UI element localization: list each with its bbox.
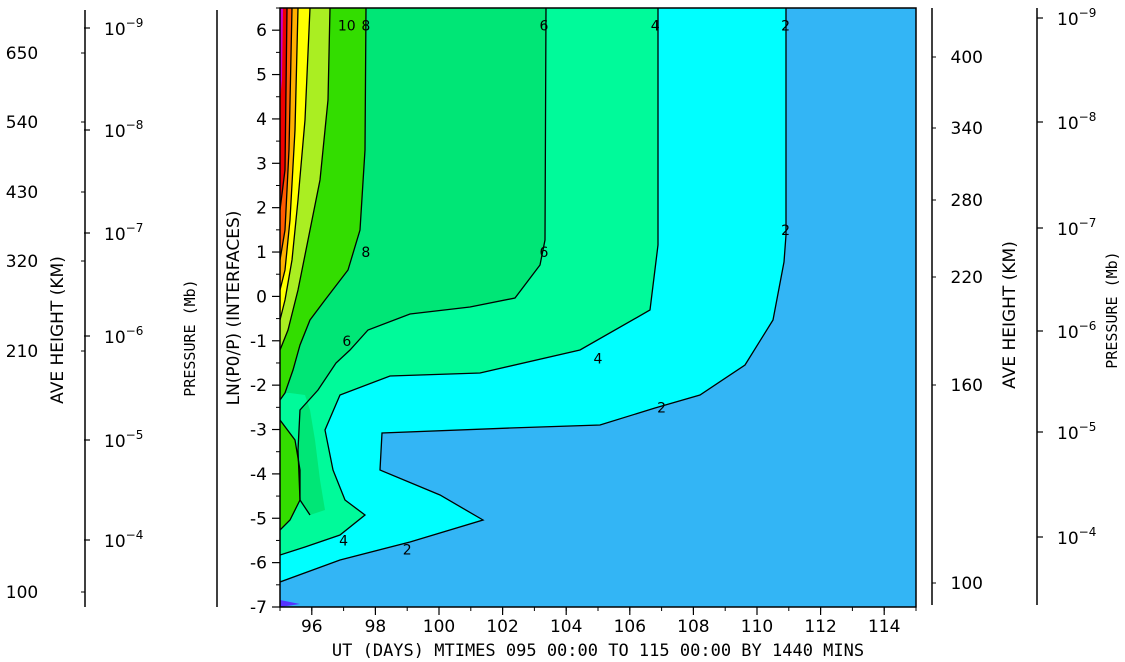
pressure-tick-label: 10−4 (1057, 525, 1096, 549)
contour-label: 8 (361, 245, 370, 261)
pressure-tick-label: 10−4 (104, 528, 143, 552)
x-tick-label: 96 (301, 617, 323, 637)
contour-label: 8 (361, 19, 370, 35)
y-tick-label: -7 (250, 598, 267, 618)
x-axis-title: UT (DAYS) MTIMES 095 00:00 TO 115 00:00 … (332, 641, 864, 661)
contour-label: 2 (781, 19, 790, 35)
pressure-tick-label: 10−6 (104, 324, 143, 348)
height-tick-label: 160 (951, 376, 983, 396)
pressure-tick-label: 10−8 (104, 118, 143, 142)
y-tick-label: 1 (256, 243, 267, 263)
contour-label: 6 (342, 334, 351, 350)
pressure-tick-label: 10−5 (104, 428, 143, 452)
x-tick-label: 108 (677, 617, 709, 637)
height-tick-label: 400 (951, 48, 983, 68)
contour-line-10 (280, 8, 331, 351)
x-tick-label: 98 (365, 617, 387, 637)
height-tick-label: 540 (6, 113, 38, 133)
y-tick-label: 0 (256, 287, 267, 307)
x-tick-label: 110 (741, 617, 773, 637)
contour-label: 2 (781, 223, 790, 239)
contour-line-12 (280, 8, 311, 321)
left-pressure-title: PRESSURE (Mb) (181, 279, 199, 396)
height-tick-label: 430 (6, 183, 38, 203)
contour-labels: 10 8 8 6 6 6 4 4 4 2 2 2 2 (338, 19, 790, 559)
pressure-tick-label: 10−5 (1057, 420, 1096, 444)
contour-label: 2 (657, 400, 666, 416)
plot-area (280, 8, 916, 607)
y-tick-label: -3 (250, 421, 267, 441)
height-tick-label: 100 (6, 583, 38, 603)
contour-line-8b (280, 419, 301, 531)
x-tick-label: 104 (550, 617, 582, 637)
x-tick-label: 100 (423, 617, 455, 637)
contour-line-4 (280, 8, 659, 556)
contour-line-6 (297, 8, 547, 516)
contour-label: 10 (338, 19, 356, 35)
height-tick-label: 650 (6, 44, 38, 64)
contour-line-8 (280, 8, 367, 401)
region-bottom-edge (280, 600, 300, 607)
pressure-tick-label: 10−9 (1057, 6, 1096, 30)
contour-line-14 (280, 8, 299, 291)
contour-label: 2 (403, 542, 412, 558)
contour-line-18 (280, 8, 288, 211)
y-tick-label: -1 (250, 332, 267, 352)
right-height-axis: 400 340 280 220 160 100 (932, 48, 983, 594)
x-tick-label: 114 (868, 617, 900, 637)
contour-label: 4 (339, 533, 348, 549)
height-tick-label: 210 (6, 342, 38, 362)
contour-line-16 (280, 8, 293, 261)
left-height-title: AVE HEIGHT (KM) (48, 256, 68, 404)
x-tick-label: 112 (804, 617, 836, 637)
contour-label: 6 (539, 245, 548, 261)
y-axis: 6 5 4 3 2 1 0 -1 -2 -3 -4 -5 -6 -7 (250, 7, 280, 618)
contour-label: 4 (651, 19, 660, 35)
height-tick-label: 220 (951, 268, 983, 288)
pressure-tick-label: 10−9 (104, 16, 143, 40)
pressure-tick-label: 10−7 (104, 221, 143, 245)
y-tick-label: 6 (256, 21, 267, 41)
height-tick-label: 320 (6, 252, 38, 272)
pressure-tick-label: 10−6 (1057, 319, 1096, 343)
y-tick-label: 4 (256, 110, 267, 130)
y-tick-label: -6 (250, 554, 267, 574)
right-height-title: AVE HEIGHT (KM) (1000, 241, 1020, 389)
right-pressure-axis: 10−9 10−8 10−7 10−6 10−5 10−4 (1037, 6, 1096, 549)
height-tick-label: 100 (951, 574, 983, 594)
left-height-axis: 650 540 430 320 210 100 (6, 44, 85, 603)
y-tick-label: -5 (250, 509, 267, 529)
x-tick-label: 106 (614, 617, 646, 637)
y-axis-title: LN(P0/P) (INTERFACES) (224, 211, 244, 406)
y-tick-label: 2 (256, 199, 267, 219)
y-tick-label: 5 (256, 66, 267, 86)
x-axis: 96 98 100 102 104 106 108 110 112 114 (279, 607, 917, 637)
left-pressure-axis: 10−9 10−8 10−7 10−6 10−5 10−4 (84, 16, 143, 552)
x-tick-label: 102 (486, 617, 518, 637)
contour-lines (280, 8, 787, 583)
pressure-tick-label: 10−8 (1057, 110, 1096, 134)
contour-line-2 (280, 8, 787, 583)
height-tick-label: 280 (951, 191, 983, 211)
right-pressure-title: PRESSURE (Mb) (1103, 251, 1121, 368)
contour-label: 6 (539, 19, 548, 35)
y-tick-label: -2 (250, 376, 267, 396)
y-tick-label: -4 (250, 465, 267, 485)
pressure-tick-label: 10−7 (1057, 216, 1096, 240)
y-tick-label: 3 (256, 154, 267, 174)
contour-label: 4 (594, 352, 603, 368)
height-tick-label: 340 (951, 119, 983, 139)
